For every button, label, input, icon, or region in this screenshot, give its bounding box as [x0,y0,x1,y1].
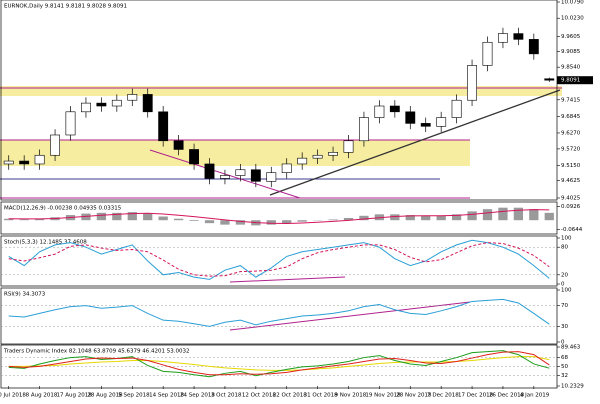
y-tick-label: 9.9085 [561,49,581,55]
candle-body [390,106,399,112]
x-tick-label: 7 Dec 2018 [427,393,459,399]
candle-body [359,118,368,141]
y-tick-label: 9.5720 [561,146,581,152]
y-tick-label: 9.5150 [561,163,581,169]
candle-body [50,135,59,155]
candle-body [406,112,415,124]
y-tick-label: 100 [561,288,572,294]
y-tick-label: 10.2329 [561,384,584,390]
y-tick-label: 9.6845 [561,114,581,120]
candle-body [344,141,353,153]
histogram-bar [143,214,152,221]
candle-body [375,106,384,118]
y-tick-label: 100 [561,236,572,242]
y-tick-label: 10.0230 [561,16,584,22]
y-tick-label: 68 [561,355,568,361]
histogram-bar [514,208,523,221]
y-tick-label: 70 [561,303,568,309]
y-tick-label: 9.4025 [561,196,581,202]
histogram-bar [467,211,476,220]
x-tick-label: 30 Jul 2018 [0,393,26,399]
panel-title: Stoch(5,3,3) 12.1485 37.4608 [4,240,87,246]
candle-body [81,103,90,112]
panel-title: RSI(9) 34.3073 [4,292,46,298]
histogram-bar [545,213,554,220]
candle-body [251,170,260,182]
candle-body [529,39,538,53]
histogram-bar [267,220,276,224]
histogram-bar [205,220,214,223]
y-tick-label: -0.0644 [561,227,583,233]
candle-body [467,65,476,100]
candle-body [220,176,229,179]
histogram-bar [20,219,29,220]
histogram-bar [421,216,430,220]
x-tick-label: 5 Sep 2018 [118,393,150,399]
candle-body [498,34,507,43]
histogram-bar [220,220,229,224]
histogram-bar [498,208,507,221]
candle-body [128,94,137,100]
candle-body [236,170,245,176]
candle-body [483,42,492,65]
candle-body [452,100,461,117]
candle-body [189,149,198,163]
y-tick-label: 30 [561,324,568,330]
candle-body [313,155,322,158]
y-tick-label: 50 [561,364,568,370]
histogram-bar [328,219,337,220]
x-tick-label: 3 Oct 2018 [211,393,242,399]
y-tick-label: 80 [561,245,568,251]
candle-body [267,173,276,182]
candle-body [159,112,168,141]
candle-body [545,79,554,80]
candle-body [282,164,291,173]
candle-body [66,112,75,135]
candle-body [20,161,29,164]
histogram-bar [97,213,106,220]
x-tick-label: 8 Aug 2018 [26,393,58,399]
y-tick-label: 0.0926 [561,204,581,210]
candle-body [328,152,337,155]
y-tick-label: 89.463 [561,345,581,351]
x-tick-label: 9 Nov 2018 [335,393,367,399]
histogram-bar [298,220,307,221]
histogram-bar [529,209,538,220]
candle-body [298,158,307,164]
y-tick-label: 9.7415 [561,97,581,103]
candle-body [112,100,121,106]
x-tick-label: 22 Oct 2018 [273,393,308,399]
histogram-bar [483,209,492,220]
panel-title: EURNOK,Daily 9.8141 9.8181 9.8028 9.8091 [4,4,127,10]
candle-body [35,155,44,164]
panel-title: Traders Dynamic Index 82.1048 63.8709 45… [3,349,190,355]
y-tick-label: 20 [561,272,568,278]
y-tick-label: 9.4625 [561,178,581,184]
candle-body [97,103,106,106]
y-tick-label: 32 [561,373,568,379]
y-tick-label: 9.8540 [561,65,581,71]
histogram-bar [282,220,291,223]
x-tick-label: 4 Jan 2019 [520,393,550,399]
candle-body [437,118,446,127]
y-tick-label: 10.0790 [561,0,584,6]
histogram-bar [159,217,168,221]
histogram-bar [174,219,183,220]
x-tick-label: 12 Oct 2018 [242,393,277,399]
zone [0,140,470,166]
candle-body [4,161,13,164]
candle-body [143,94,152,111]
panel-title: MACD(12,26,9) -0.00238 0.04935 0.03315 [4,206,122,212]
x-tick-label: 31 Oct 2018 [304,393,339,399]
histogram-bar [189,220,198,221]
candle-body [174,141,183,150]
y-tick-label: 9.6270 [561,130,581,136]
current-price: 9.8091 [561,78,580,84]
y-tick-label: 9.9605 [561,34,581,40]
candle-body [421,123,430,126]
candle-body [514,34,523,40]
histogram-bar [437,216,446,220]
candle-body [205,164,214,178]
